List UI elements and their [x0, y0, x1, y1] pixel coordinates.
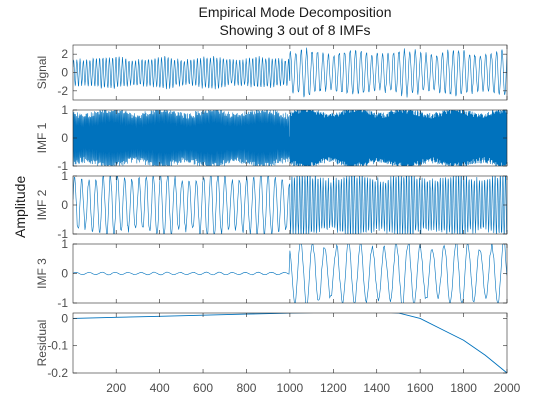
y-tick-label-signal: 2	[61, 47, 68, 61]
x-tick-label: 600	[193, 381, 213, 395]
panel-residual: -0.2 -0.1 0 Residual	[35, 311, 508, 380]
panel-ylabel-imf3: IMF 3	[35, 258, 49, 289]
panel-signal: -2 0 2 Signal	[35, 44, 508, 101]
y-tick-label-imf2: -1	[57, 227, 68, 241]
y-tick-label-residual: 0	[61, 311, 68, 325]
x-tick-label: 800	[236, 381, 256, 395]
panel-imf3: -1 0 1 IMF 3	[35, 237, 508, 310]
x-tick-label: 1800	[450, 381, 477, 395]
panel-imf2: -1 0 1 IMF 2	[35, 169, 508, 241]
x-tick-label: 200	[106, 381, 126, 395]
y-tick-label-signal: -2	[57, 84, 68, 98]
series-line-signal	[73, 47, 507, 98]
y-tick-label-imf3: 1	[61, 237, 68, 251]
y-tick-label-residual: -0.2	[47, 366, 68, 380]
y-tick-label-residual: -0.1	[47, 339, 68, 353]
y-tick-label-imf3: -1	[57, 296, 68, 310]
panel-ylabel-residual: Residual	[35, 320, 49, 367]
y-tick-label-imf1: 0	[61, 131, 68, 145]
y-tick-label-imf3: 0	[61, 267, 68, 281]
x-tick-label: 400	[150, 381, 170, 395]
panel-ylabel-imf1: IMF 1	[35, 122, 49, 153]
series-line-imf1	[73, 110, 507, 166]
axes-box-residual	[72, 312, 508, 374]
x-tick-label: 1200	[320, 381, 347, 395]
y-tick-label-imf1: 1	[61, 103, 68, 117]
x-tick-label: 2000	[494, 381, 521, 395]
x-tick-label: 1000	[277, 381, 304, 395]
series-line-imf2	[73, 176, 507, 234]
y-tick-label-signal: 0	[61, 66, 68, 80]
series-line-residual	[73, 313, 507, 373]
y-tick-label-imf1: -1	[57, 159, 68, 173]
panel-ylabel-imf2: IMF 2	[35, 189, 49, 220]
figure-subtitle: Showing 3 out of 8 IMFs	[219, 22, 371, 38]
figure-title: Empirical Mode Decomposition	[198, 4, 392, 20]
series-line-imf3	[73, 244, 507, 303]
y-tick-label-imf2: 0	[61, 198, 68, 212]
x-tick-label: 1600	[407, 381, 434, 395]
panel-ylabel-signal: Signal	[35, 56, 49, 89]
x-tick-label: 1400	[363, 381, 390, 395]
panel-imf1: -1 0 1 IMF 1	[35, 103, 508, 173]
y-tick-label-imf2: 1	[61, 169, 68, 183]
